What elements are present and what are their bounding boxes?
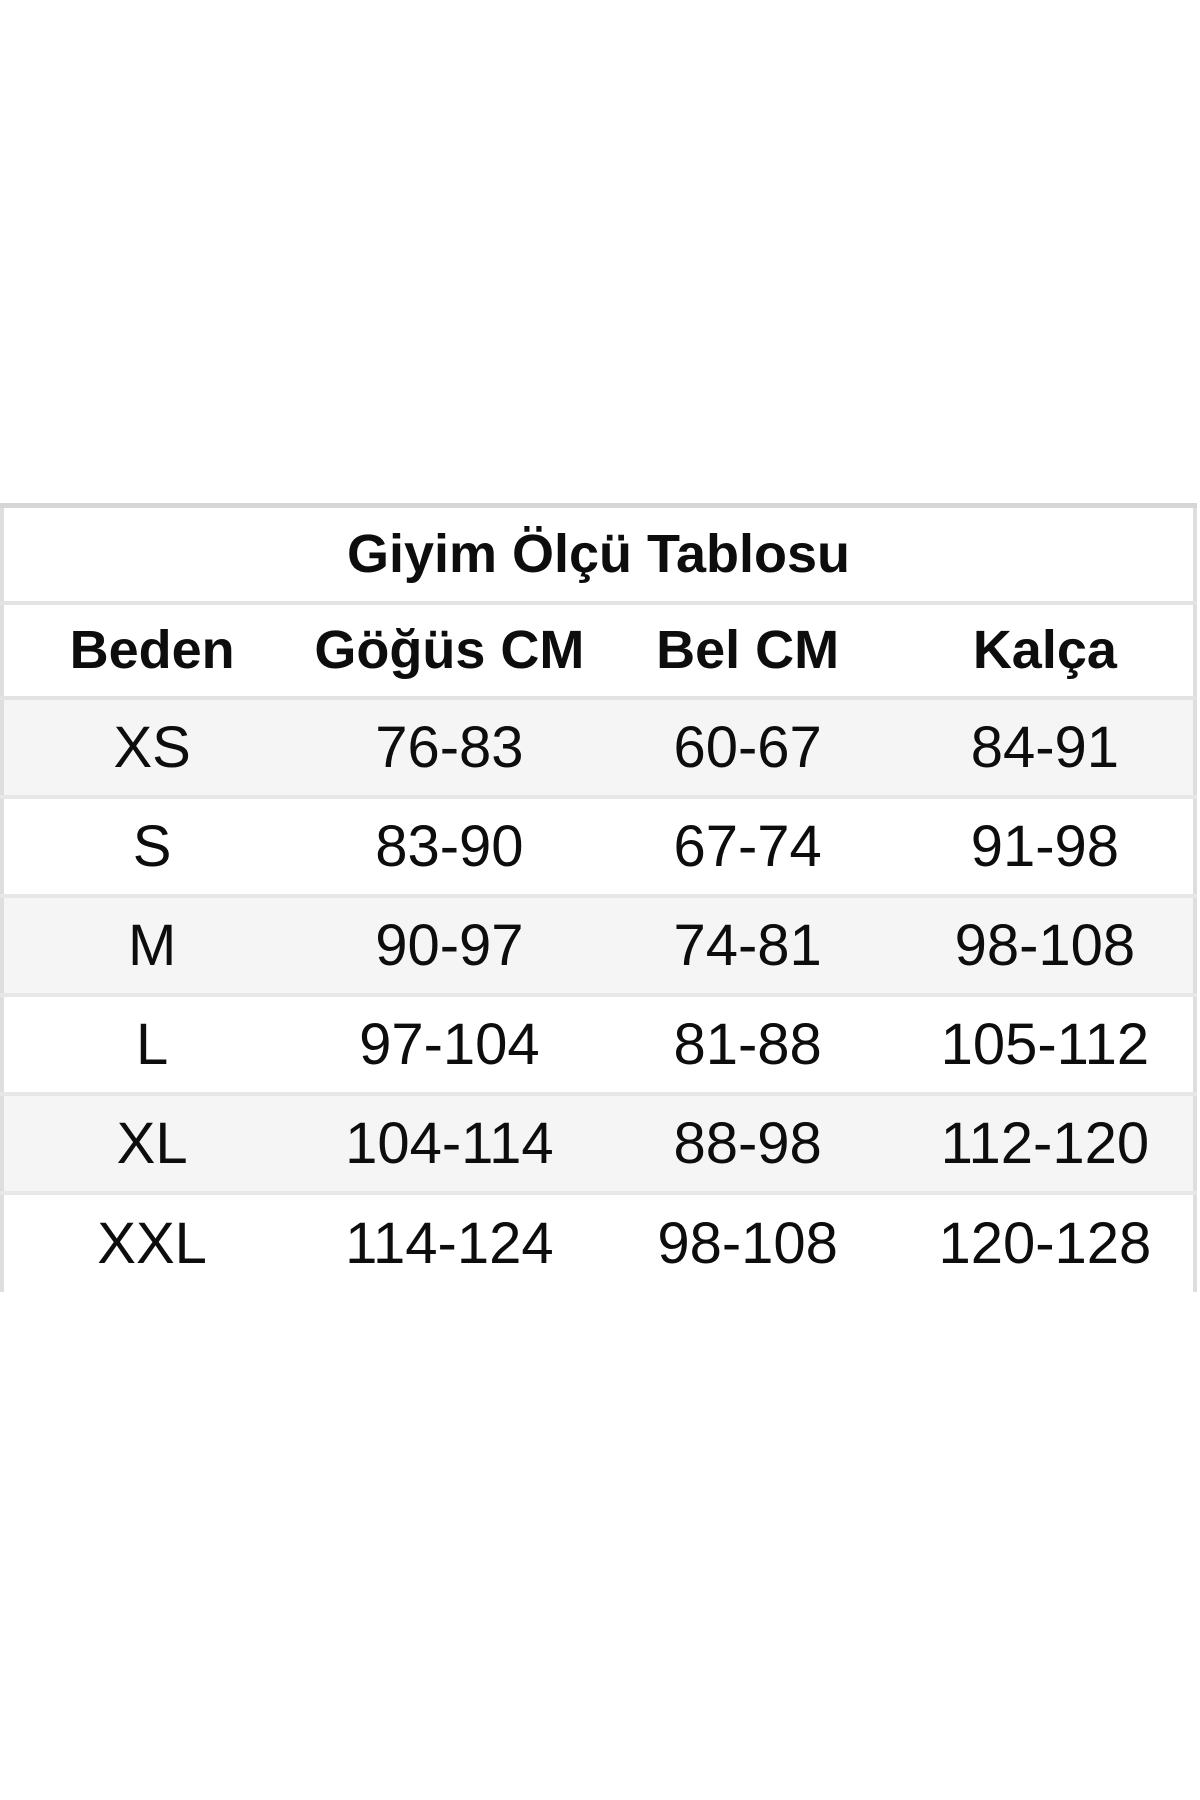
cell-l-gogus: 97-104 — [300, 994, 599, 1096]
size-chart-table: Giyim Ölçü Tablosu Beden Göğüs CM Bel CM… — [0, 503, 1197, 1292]
cell-m-gogus: 90-97 — [300, 895, 599, 997]
cell-size-xxl: XXL — [2, 1192, 301, 1292]
cell-xs-gogus: 76-83 — [300, 697, 599, 799]
column-header-beden: Beden — [2, 602, 301, 700]
table-row-m: M 90-97 74-81 98-108 — [2, 895, 1195, 997]
cell-size-s: S — [2, 796, 301, 898]
table-row-s: S 83-90 67-74 91-98 — [2, 796, 1195, 898]
cell-l-kalca: 105-112 — [896, 994, 1195, 1096]
cell-s-gogus: 83-90 — [300, 796, 599, 898]
cell-l-bel: 81-88 — [598, 994, 897, 1096]
cell-xl-kalca: 112-120 — [896, 1093, 1195, 1195]
cell-m-kalca: 98-108 — [896, 895, 1195, 997]
size-chart-title-row: Giyim Ölçü Tablosu — [2, 505, 1195, 605]
cell-xxl-gogus: 114-124 — [300, 1192, 599, 1292]
cell-s-bel: 67-74 — [598, 796, 897, 898]
cell-size-m: M — [2, 895, 301, 997]
size-chart-header-row: Beden Göğüs CM Bel CM Kalça — [2, 602, 1195, 700]
column-header-gogus-cm: Göğüs CM — [300, 602, 599, 700]
table-row-xs: XS 76-83 60-67 84-91 — [2, 697, 1195, 799]
cell-xxl-bel: 98-108 — [598, 1192, 897, 1292]
cell-xxl-kalca: 120-128 — [896, 1192, 1195, 1292]
table-row-xl: XL 104-114 88-98 112-120 — [2, 1093, 1195, 1195]
cell-xl-gogus: 104-114 — [300, 1093, 599, 1195]
cell-xs-kalca: 84-91 — [896, 697, 1195, 799]
cell-xs-bel: 60-67 — [598, 697, 897, 799]
table-row-xxl: XXL 114-124 98-108 120-128 — [2, 1192, 1195, 1292]
cell-xl-bel: 88-98 — [598, 1093, 897, 1195]
cell-size-l: L — [2, 994, 301, 1096]
size-chart-title: Giyim Ölçü Tablosu — [2, 505, 1195, 605]
cell-size-xl: XL — [2, 1093, 301, 1195]
table-row-l: L 97-104 81-88 105-112 — [2, 994, 1195, 1096]
cell-m-bel: 74-81 — [598, 895, 897, 997]
column-header-kalca: Kalça — [896, 602, 1195, 700]
cell-size-xs: XS — [2, 697, 301, 799]
column-header-bel-cm: Bel CM — [598, 602, 897, 700]
cell-s-kalca: 91-98 — [896, 796, 1195, 898]
